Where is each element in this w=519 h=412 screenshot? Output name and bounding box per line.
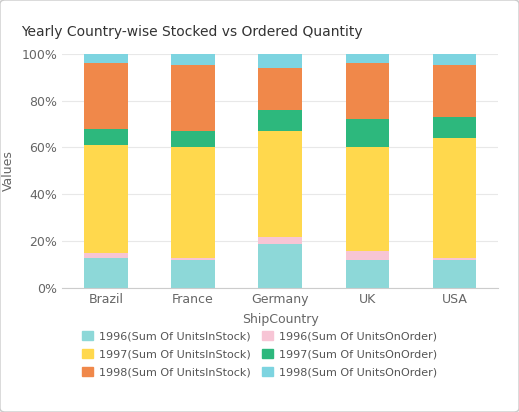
X-axis label: ShipCountry: ShipCountry <box>242 313 319 326</box>
Y-axis label: Values: Values <box>2 150 15 192</box>
Bar <box>258 110 302 131</box>
Bar <box>433 66 476 117</box>
Bar <box>346 147 389 251</box>
Bar <box>171 147 215 258</box>
Bar <box>84 258 128 288</box>
Bar <box>171 131 215 147</box>
Bar <box>258 68 302 110</box>
Bar <box>433 117 476 138</box>
Bar <box>84 145 128 253</box>
Bar <box>84 129 128 145</box>
Bar <box>346 260 389 288</box>
Bar <box>346 63 389 119</box>
Bar <box>258 237 302 244</box>
Bar <box>84 253 128 258</box>
Bar <box>433 138 476 258</box>
Bar <box>84 54 128 63</box>
Bar <box>171 66 215 131</box>
Legend: 1996(Sum Of UnitsInStock), 1997(Sum Of UnitsInStock), 1998(Sum Of UnitsInStock),: 1996(Sum Of UnitsInStock), 1997(Sum Of U… <box>78 327 441 382</box>
Bar <box>433 258 476 260</box>
Bar <box>346 119 389 147</box>
Bar <box>258 54 302 68</box>
Bar <box>433 260 476 288</box>
Bar <box>171 260 215 288</box>
Text: Yearly Country-wise Stocked vs Ordered Quantity: Yearly Country-wise Stocked vs Ordered Q… <box>21 25 362 39</box>
Bar <box>346 251 389 260</box>
Bar <box>258 131 302 237</box>
Bar <box>346 54 389 63</box>
Bar <box>433 54 476 66</box>
Bar <box>258 244 302 288</box>
Bar <box>171 54 215 66</box>
Bar <box>84 63 128 129</box>
Bar <box>171 258 215 260</box>
